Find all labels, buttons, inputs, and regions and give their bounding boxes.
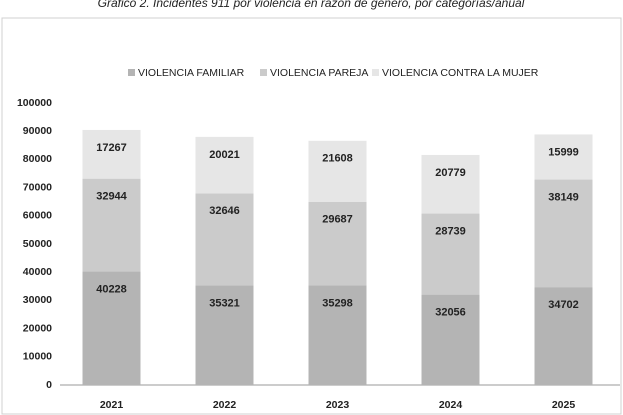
chart-title: Gráfico 2. Incidentes 911 por violencia … — [98, 0, 525, 10]
y-tick-label: 30000 — [23, 294, 52, 306]
bar-segment — [534, 134, 593, 180]
data-label: 32056 — [435, 307, 466, 319]
data-label: 20779 — [435, 167, 466, 179]
legend-swatch — [260, 69, 267, 76]
bar-segment — [82, 178, 141, 272]
y-tick-label: 20000 — [23, 322, 52, 334]
data-label: 32944 — [96, 191, 127, 203]
bar-segment — [195, 193, 254, 286]
bar-segment — [195, 285, 254, 385]
y-tick-label: 40000 — [23, 266, 52, 278]
legend-swatch — [128, 69, 135, 76]
bar-segment — [308, 285, 367, 385]
bar-segment — [195, 136, 254, 194]
legend-label: VIOLENCIA PAREJA — [270, 67, 368, 79]
y-tick-label: 60000 — [23, 210, 52, 222]
bar-segment — [421, 294, 480, 385]
y-tick-label: 90000 — [23, 125, 52, 137]
data-label: 32646 — [209, 205, 240, 217]
legend-label: VIOLENCIA CONTRA LA MUJER — [382, 67, 539, 79]
x-tick-label: 2021 — [100, 399, 124, 411]
bar-segment — [421, 213, 480, 295]
data-label: 17267 — [96, 142, 127, 154]
bar-segment — [82, 129, 141, 179]
bar-segment — [534, 287, 593, 385]
data-label: 28739 — [435, 225, 466, 237]
legend-label: VIOLENCIA FAMILIAR — [138, 67, 245, 79]
bar-segment — [308, 201, 367, 286]
data-label: 40228 — [96, 283, 127, 295]
x-tick-label: 2025 — [552, 399, 576, 411]
x-tick-label: 2024 — [439, 399, 463, 411]
y-tick-label: 50000 — [23, 238, 52, 250]
data-label: 35298 — [322, 297, 353, 309]
legend-swatch — [372, 69, 379, 76]
data-label: 15999 — [548, 146, 579, 158]
bar-segment — [308, 140, 367, 202]
bar-segment — [534, 179, 593, 288]
y-tick-label: 100000 — [17, 97, 52, 109]
chart-frame — [1, 17, 622, 415]
data-label: 20021 — [209, 149, 240, 161]
data-label: 29687 — [322, 214, 353, 226]
y-tick-label: 70000 — [23, 181, 52, 193]
x-tick-label: 2023 — [326, 399, 350, 411]
y-tick-label: 0 — [46, 379, 52, 391]
data-label: 38149 — [548, 191, 579, 203]
y-tick-label: 80000 — [23, 153, 52, 165]
x-tick-label: 2022 — [213, 399, 237, 411]
bar-segment — [421, 154, 480, 214]
bar-segment — [82, 271, 141, 385]
y-tick-label: 10000 — [23, 351, 52, 363]
data-label: 35321 — [209, 297, 240, 309]
data-label: 21608 — [322, 153, 353, 165]
data-label: 34702 — [548, 299, 579, 311]
